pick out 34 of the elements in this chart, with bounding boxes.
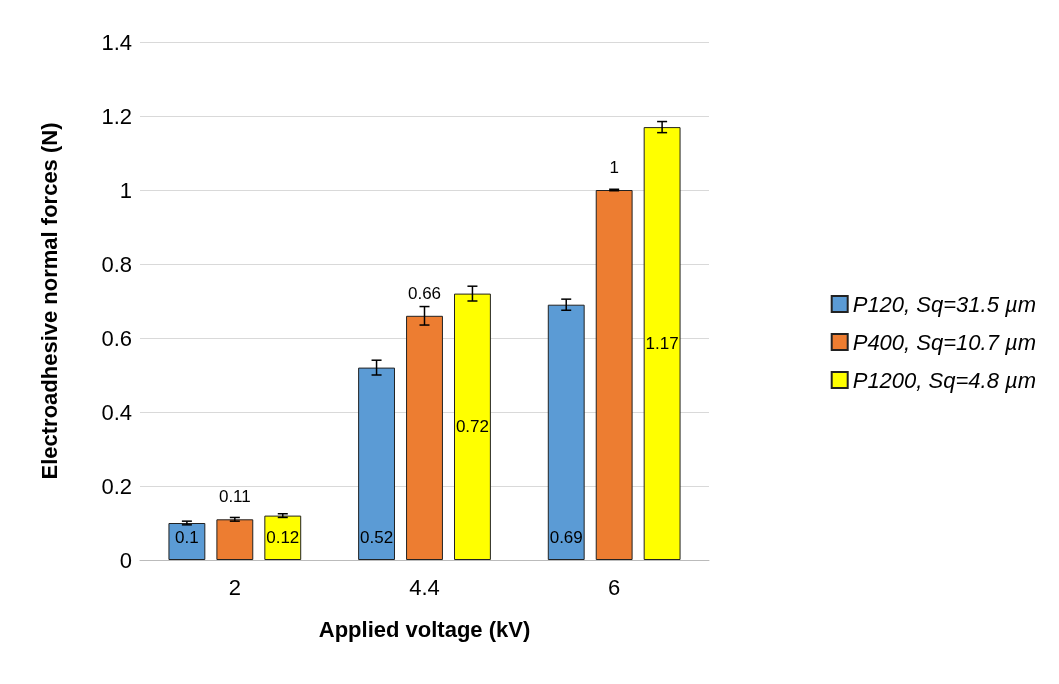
legend-label: P1200, Sq=4.8 µm — [852, 367, 1036, 393]
bar — [595, 190, 633, 560]
y-tick-label: 1.2 — [101, 103, 132, 129]
x-tick-label: 2 — [228, 574, 241, 600]
y-tick-label: 0.2 — [101, 473, 132, 499]
bar — [216, 519, 254, 560]
data-label: 0.1 — [175, 528, 199, 547]
legend-label: P400, Sq=10.7 µm — [852, 329, 1036, 355]
bar — [454, 293, 491, 560]
bar — [168, 523, 206, 560]
data-label: 0.69 — [549, 528, 583, 547]
y-tick-label: 1 — [119, 177, 132, 203]
data-label: 1.17 — [645, 334, 679, 354]
y-tick-label: 0 — [119, 547, 132, 573]
data-label: 0.12 — [266, 528, 300, 548]
bar — [264, 515, 302, 560]
y-axis-title: Electroadhesive normal forces (N) — [36, 122, 62, 480]
bar — [358, 367, 395, 560]
x-tick-label: 4.4 — [409, 574, 440, 600]
x-tick-label: 6 — [608, 574, 621, 600]
bar — [643, 127, 681, 560]
y-tick-label: 1.4 — [101, 29, 132, 55]
data-label: 0.66 — [407, 283, 442, 303]
data-label: 0.52 — [360, 528, 394, 547]
bar — [406, 315, 443, 560]
bar — [547, 304, 585, 560]
data-label: 0.72 — [455, 417, 489, 437]
y-tick-label: 0.4 — [101, 399, 132, 425]
x-axis-title: Applied voltage (kV) — [318, 616, 531, 642]
y-tick-label: 0.8 — [101, 251, 132, 277]
y-tick-label: 0.6 — [101, 325, 132, 351]
data-label: 0.11 — [218, 487, 251, 507]
legend-label: P120, Sq=31.5 µm — [852, 291, 1036, 317]
data-label: 1 — [609, 158, 619, 177]
